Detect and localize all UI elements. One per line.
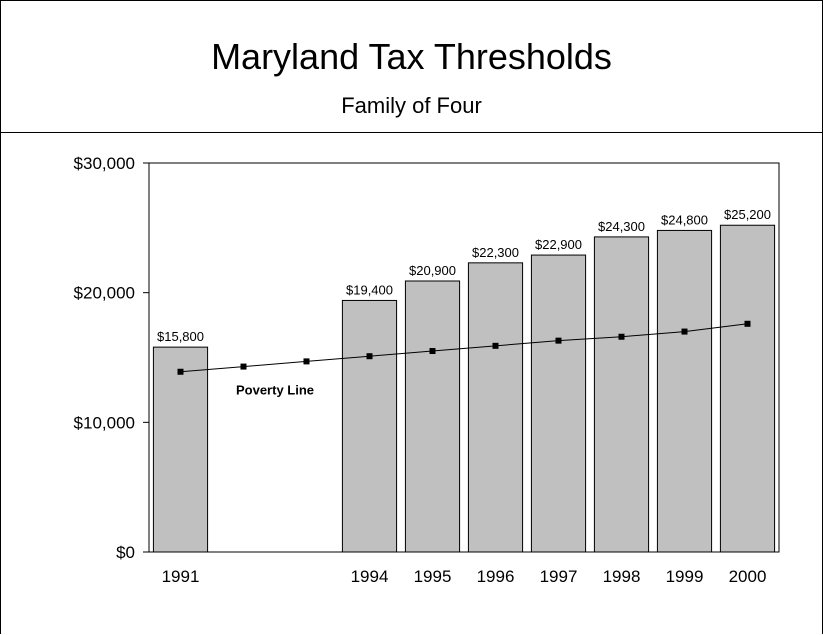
- x-tick-label: 1995: [414, 567, 452, 586]
- chart-subtitle: Family of Four: [341, 93, 482, 118]
- bar-label-1994: $19,400: [346, 282, 393, 297]
- x-tick-label: 1997: [540, 567, 578, 586]
- chart-header: Maryland Tax Thresholds Family of Four: [0, 0, 823, 133]
- x-tick-label: 1994: [351, 567, 389, 586]
- poverty-line-point: [429, 348, 436, 355]
- y-tick-label: $20,000: [74, 284, 135, 303]
- poverty-line-point: [240, 363, 247, 370]
- poverty-line-point: [681, 328, 688, 335]
- bar-1997: [530, 254, 587, 553]
- x-tick-label: 1998: [603, 567, 641, 586]
- x-tick-label: 1996: [477, 567, 515, 586]
- poverty-line-point: [177, 368, 184, 375]
- poverty-line-label: Poverty Line: [236, 383, 314, 398]
- poverty-line-series: [180, 323, 748, 373]
- bar-1994: [341, 299, 398, 553]
- y-tick-label: $10,000: [74, 413, 135, 432]
- bar-label-1991: $15,800: [157, 329, 204, 344]
- bar-1991: [152, 346, 209, 553]
- bar-label-1998: $24,300: [598, 219, 645, 234]
- bar-label-1997: $22,900: [535, 237, 582, 252]
- bar-label-1995: $20,900: [409, 263, 456, 278]
- poverty-line-point: [555, 337, 562, 344]
- bar-label-1999: $24,800: [661, 212, 708, 227]
- x-tick-label: 1991: [162, 567, 200, 586]
- bar-1995: [404, 280, 461, 553]
- poverty-line-point: [492, 342, 499, 349]
- y-tick-label: $30,000: [74, 154, 135, 173]
- bar-1999: [656, 229, 713, 553]
- bar-label-2000: $25,200: [724, 207, 771, 222]
- poverty-line-point: [303, 358, 310, 365]
- x-tick-label: 1999: [666, 567, 704, 586]
- y-tick-label: $0: [116, 543, 135, 562]
- poverty-line-point: [366, 353, 373, 360]
- bar-1998: [593, 236, 650, 553]
- plot-area: [148, 162, 780, 553]
- poverty-line-point: [744, 320, 751, 327]
- poverty-line-point: [618, 333, 625, 340]
- bar-label-1996: $22,300: [472, 245, 519, 260]
- x-tick-label: 2000: [729, 567, 767, 586]
- chart-title: Maryland Tax Thresholds: [211, 36, 612, 77]
- bar-1996: [467, 262, 524, 553]
- bar-2000: [719, 224, 776, 553]
